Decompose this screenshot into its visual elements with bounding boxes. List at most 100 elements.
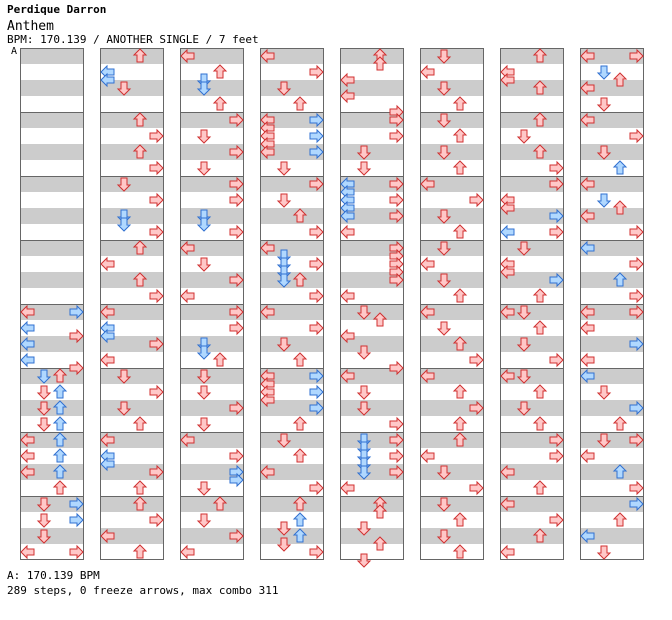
- measure-stripe: [20, 496, 84, 512]
- left-arrow-icon: [260, 392, 275, 408]
- up-arrow-icon: [452, 384, 468, 399]
- down-arrow-icon: [596, 193, 612, 208]
- measure-stripe: [500, 464, 564, 480]
- up-arrow-icon: [132, 240, 148, 255]
- measure-stripe: [420, 176, 484, 192]
- measure-stripe: [20, 368, 84, 384]
- left-arrow-icon: [500, 200, 515, 216]
- up-arrow-icon: [52, 432, 68, 447]
- right-arrow-icon: [309, 384, 324, 400]
- down-arrow-icon: [516, 129, 532, 144]
- down-arrow-icon: [276, 193, 292, 208]
- right-arrow-icon: [389, 360, 404, 376]
- right-arrow-icon: [229, 472, 244, 488]
- measure-stripe: [340, 432, 404, 448]
- up-arrow-icon: [532, 320, 548, 335]
- right-arrow-icon: [629, 496, 644, 512]
- measure-stripe: [20, 304, 84, 320]
- measure-stripe: [420, 112, 484, 128]
- measure-stripe: [260, 528, 324, 544]
- measure-stripe: [260, 240, 324, 256]
- measure-stripe: [580, 464, 644, 480]
- measure-stripe: [420, 240, 484, 256]
- up-arrow-icon: [52, 464, 68, 479]
- measure-stripe: [100, 176, 164, 192]
- right-arrow-icon: [229, 112, 244, 128]
- left-arrow-icon: [580, 208, 595, 224]
- right-arrow-icon: [629, 304, 644, 320]
- measure-stripe: [340, 112, 404, 128]
- measure-stripe: [420, 528, 484, 544]
- left-arrow-icon: [180, 544, 195, 560]
- measure-stripe: [260, 304, 324, 320]
- up-arrow-icon: [532, 528, 548, 543]
- column-border: [20, 48, 84, 560]
- measure-stripe: [340, 528, 404, 544]
- right-arrow-icon: [229, 320, 244, 336]
- measure-stripe: [20, 144, 84, 160]
- left-arrow-icon: [100, 456, 115, 472]
- up-arrow-icon: [532, 48, 548, 63]
- right-arrow-icon: [309, 544, 324, 560]
- right-arrow-icon: [229, 272, 244, 288]
- right-arrow-icon: [389, 272, 404, 288]
- measure-stripe: [420, 272, 484, 288]
- measure-stripe: [580, 112, 644, 128]
- left-arrow-icon: [100, 328, 115, 344]
- left-arrow-icon: [340, 288, 355, 304]
- right-arrow-icon: [229, 304, 244, 320]
- left-arrow-icon: [20, 544, 35, 560]
- right-arrow-icon: [549, 432, 564, 448]
- left-arrow-icon: [500, 72, 515, 88]
- right-arrow-icon: [549, 176, 564, 192]
- chart-info: BPM: 170.139 / ANOTHER SINGLE / 7 feet: [7, 33, 259, 46]
- column-border: [260, 48, 324, 560]
- left-arrow-icon: [340, 208, 355, 224]
- measure-stripe: [100, 304, 164, 320]
- up-arrow-icon: [532, 480, 548, 495]
- right-arrow-icon: [549, 160, 564, 176]
- right-arrow-icon: [229, 528, 244, 544]
- down-arrow-icon: [36, 529, 52, 544]
- left-arrow-icon: [580, 320, 595, 336]
- up-arrow-icon: [372, 504, 388, 519]
- left-arrow-icon: [180, 48, 195, 64]
- right-arrow-icon: [469, 352, 484, 368]
- left-arrow-icon: [20, 464, 35, 480]
- measure-stripe: [260, 80, 324, 96]
- left-arrow-icon: [580, 176, 595, 192]
- measure-stripe: [180, 176, 244, 192]
- left-arrow-icon: [500, 304, 515, 320]
- measure-stripe: [580, 432, 644, 448]
- up-arrow-icon: [292, 512, 308, 527]
- measure-stripe: [100, 272, 164, 288]
- right-arrow-icon: [69, 304, 84, 320]
- down-arrow-icon: [356, 553, 372, 568]
- measure-stripe: [500, 336, 564, 352]
- right-arrow-icon: [149, 512, 164, 528]
- left-arrow-icon: [100, 528, 115, 544]
- measure-stripe: [100, 112, 164, 128]
- left-arrow-icon: [100, 72, 115, 88]
- left-arrow-icon: [180, 432, 195, 448]
- right-arrow-icon: [629, 256, 644, 272]
- up-arrow-icon: [292, 416, 308, 431]
- left-arrow-icon: [20, 304, 35, 320]
- down-arrow-icon: [276, 161, 292, 176]
- measure-stripe: [580, 208, 644, 224]
- left-arrow-icon: [420, 304, 435, 320]
- down-arrow-icon: [276, 537, 292, 552]
- right-arrow-icon: [309, 176, 324, 192]
- down-arrow-icon: [36, 385, 52, 400]
- measure-stripe: [340, 464, 404, 480]
- column-border: [180, 48, 244, 560]
- left-arrow-icon: [260, 304, 275, 320]
- left-arrow-icon: [100, 256, 115, 272]
- right-arrow-icon: [309, 320, 324, 336]
- measure-stripe: [260, 176, 324, 192]
- down-arrow-icon: [436, 209, 452, 224]
- column-border: [420, 48, 484, 560]
- measure-stripe: [180, 464, 244, 480]
- measure-stripe: [180, 112, 244, 128]
